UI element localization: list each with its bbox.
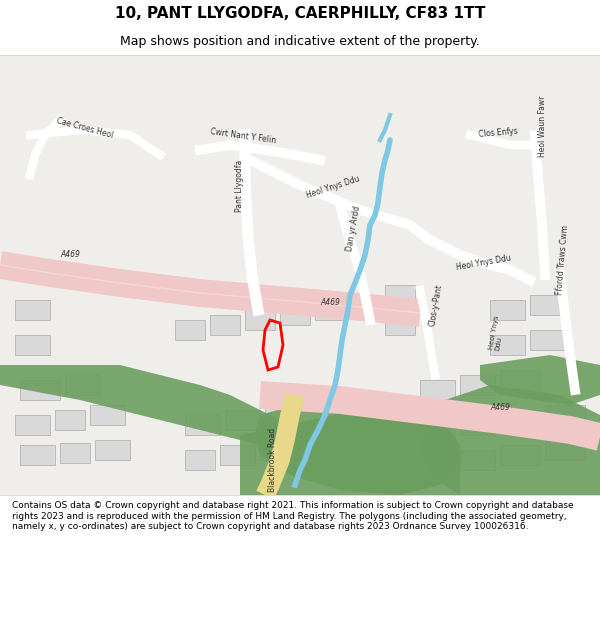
Text: Blackbrook Road: Blackbrook Road [268,428,277,492]
Text: A469: A469 [320,298,340,307]
Polygon shape [420,455,455,475]
Polygon shape [220,445,255,465]
Polygon shape [490,335,525,355]
Polygon shape [225,410,260,430]
Polygon shape [480,355,600,405]
Polygon shape [20,380,60,400]
Polygon shape [245,310,275,330]
Polygon shape [65,375,100,395]
Text: Map shows position and indicative extent of the property.: Map shows position and indicative extent… [120,35,480,48]
Polygon shape [545,405,585,425]
Polygon shape [420,385,600,495]
Text: Cwrt Nant Y Felin: Cwrt Nant Y Felin [210,127,277,145]
Polygon shape [490,300,525,320]
Text: 10, PANT LLYGODFA, CAERPHILLY, CF83 1TT: 10, PANT LLYGODFA, CAERPHILLY, CF83 1TT [115,6,485,21]
Polygon shape [315,300,345,320]
Text: Heol Waun Fawr: Heol Waun Fawr [538,96,547,157]
Polygon shape [0,365,310,450]
Polygon shape [500,370,540,390]
Polygon shape [530,330,565,350]
Polygon shape [185,450,215,470]
Polygon shape [15,335,50,355]
Text: Contains OS data © Crown copyright and database right 2021. This information is : Contains OS data © Crown copyright and d… [12,501,574,531]
Polygon shape [55,410,85,430]
Text: Heol Ynys Ddu: Heol Ynys Ddu [305,174,361,200]
Polygon shape [460,450,495,470]
Text: Pant Llygodfa: Pant Llygodfa [235,160,244,212]
Polygon shape [15,415,50,435]
Polygon shape [385,315,415,335]
Polygon shape [60,443,90,463]
Polygon shape [280,305,310,325]
Polygon shape [460,375,495,395]
Polygon shape [420,420,455,440]
Text: A469: A469 [490,403,510,412]
Text: Ffordd Traws Cwm: Ffordd Traws Cwm [555,224,570,295]
Text: Clos-y-Pant: Clos-y-Pant [428,283,445,327]
Polygon shape [545,440,585,460]
Text: Heol Ynys Ddu: Heol Ynys Ddu [455,254,511,272]
Polygon shape [240,405,460,495]
Polygon shape [255,395,460,495]
Text: A469: A469 [60,250,80,259]
Polygon shape [500,410,540,430]
Polygon shape [95,440,130,460]
Polygon shape [20,445,55,465]
Polygon shape [90,405,125,425]
Polygon shape [260,440,295,460]
Polygon shape [210,315,240,335]
Text: Heol Ynys
Ddu: Heol Ynys Ddu [488,315,507,351]
Text: Clos Enfys: Clos Enfys [478,127,518,139]
Polygon shape [500,445,540,465]
Polygon shape [185,415,220,435]
Polygon shape [420,380,455,400]
Polygon shape [350,295,380,315]
Polygon shape [385,285,415,305]
Polygon shape [265,405,300,425]
Text: Cae Croes Heol: Cae Croes Heol [55,116,113,140]
Text: Dan yr Ardd: Dan yr Ardd [345,205,362,252]
Polygon shape [460,415,495,435]
Polygon shape [530,295,565,315]
Polygon shape [175,320,205,340]
Polygon shape [15,300,50,320]
